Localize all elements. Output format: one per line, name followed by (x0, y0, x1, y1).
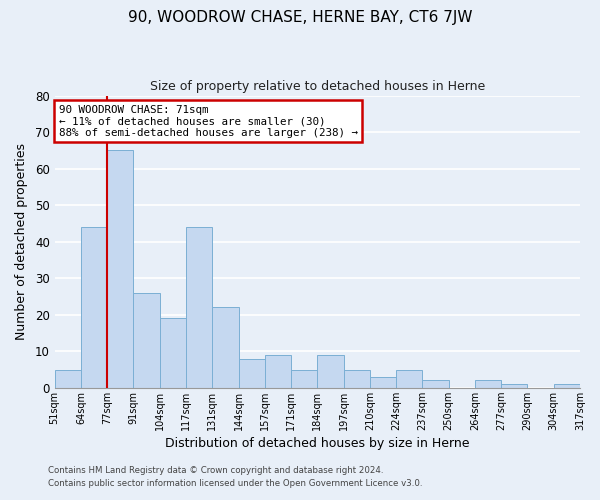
Bar (291, 370, 317, 388)
Bar (55, 370, 81, 388)
Y-axis label: Number of detached properties: Number of detached properties (15, 143, 28, 340)
Bar (81, 227, 107, 388)
Bar (186, 227, 212, 388)
Text: Contains HM Land Registry data © Crown copyright and database right 2024.
Contai: Contains HM Land Registry data © Crown c… (48, 466, 422, 487)
Bar (475, 380, 501, 388)
Bar (239, 358, 265, 388)
Bar (160, 318, 186, 388)
Bar (396, 370, 422, 388)
Bar (422, 380, 449, 388)
Bar (344, 370, 370, 388)
X-axis label: Distribution of detached houses by size in Herne: Distribution of detached houses by size … (165, 437, 470, 450)
Bar (501, 384, 527, 388)
Bar (370, 377, 396, 388)
Text: 90 WOODROW CHASE: 71sqm
← 11% of detached houses are smaller (30)
88% of semi-de: 90 WOODROW CHASE: 71sqm ← 11% of detache… (59, 104, 358, 138)
Text: 90, WOODROW CHASE, HERNE BAY, CT6 7JW: 90, WOODROW CHASE, HERNE BAY, CT6 7JW (128, 10, 472, 25)
Bar (212, 308, 239, 388)
Bar (317, 355, 344, 388)
Title: Size of property relative to detached houses in Herne: Size of property relative to detached ho… (150, 80, 485, 93)
Bar (265, 355, 291, 388)
Bar (554, 384, 580, 388)
Bar (107, 150, 133, 388)
Bar (133, 293, 160, 388)
